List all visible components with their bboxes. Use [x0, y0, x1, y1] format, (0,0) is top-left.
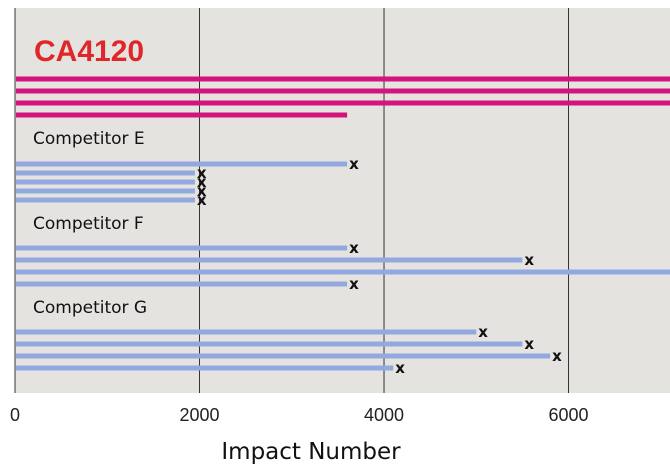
group-label: Competitor G	[33, 298, 147, 318]
failure-marker: x	[197, 164, 207, 182]
bar	[16, 76, 670, 82]
failure-marker: x	[395, 359, 405, 377]
failure-marker: x	[349, 275, 359, 293]
bar	[16, 179, 195, 185]
bar	[16, 161, 348, 167]
failure-marker: x	[349, 155, 359, 173]
failure-marker: x	[524, 335, 534, 353]
bar	[16, 88, 670, 94]
x-axis: 0 2000 4000 6000	[10, 405, 589, 425]
x-tick-label: 4000	[364, 405, 404, 425]
bar	[16, 245, 348, 251]
group-label: Competitor F	[33, 214, 144, 234]
x-tick-label: 0	[10, 405, 20, 425]
failure-marker: x	[524, 251, 534, 269]
group-label: Competitor E	[33, 129, 145, 149]
x-axis-title: Impact Number	[221, 439, 401, 465]
failure-marker: x	[197, 191, 207, 209]
x-tick-label: 2000	[179, 405, 219, 425]
bar	[16, 353, 551, 359]
failure-marker: x	[197, 182, 207, 200]
grid-lines	[14, 8, 570, 393]
bar	[16, 341, 523, 347]
bar	[16, 170, 195, 176]
bar	[16, 188, 195, 194]
bar	[16, 257, 523, 263]
bar	[16, 100, 670, 106]
bar	[16, 329, 477, 335]
bar	[16, 197, 195, 203]
group-label: CA4120	[34, 35, 144, 68]
bar	[16, 365, 394, 371]
group-labels: CA4120 Competitor E Competitor F Competitor…	[33, 35, 147, 318]
failure-marker: x	[349, 239, 359, 257]
x-tick-label: 6000	[548, 405, 588, 425]
failure-marker: x	[478, 323, 488, 341]
bar	[16, 281, 348, 287]
failure-marker: x	[552, 347, 562, 365]
failure-marker: x	[197, 173, 207, 191]
bar	[16, 112, 348, 118]
bar	[16, 269, 670, 275]
